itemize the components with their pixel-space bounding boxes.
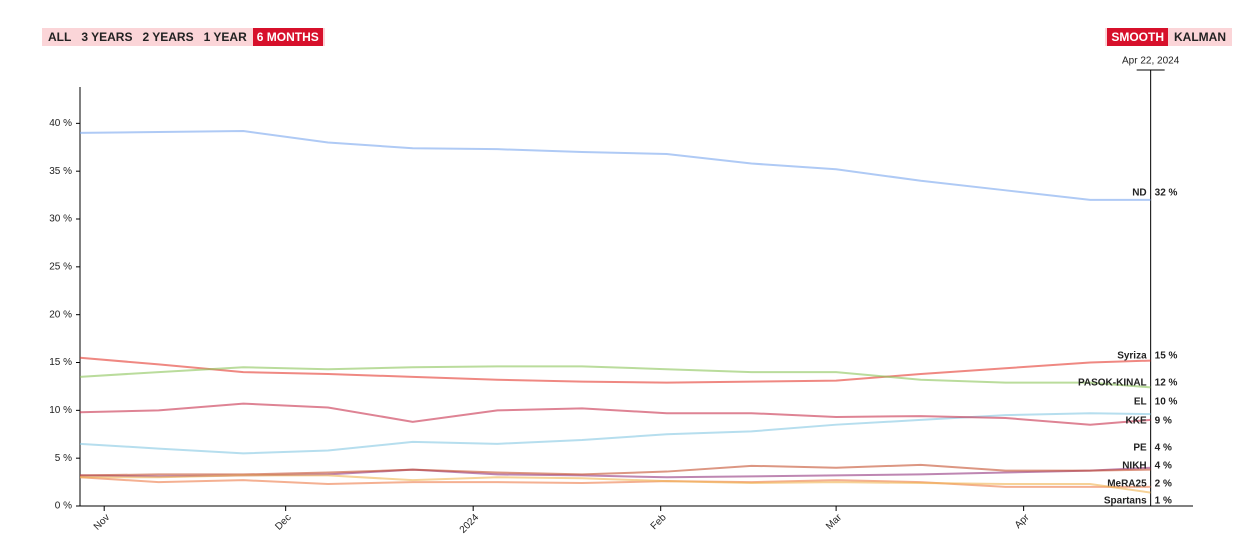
legend-name: NIKH bbox=[1122, 461, 1146, 472]
series-value-label: 9 % bbox=[1155, 416, 1172, 427]
y-tick-label: 25 % bbox=[49, 261, 72, 272]
range-buttons: ALL 3 YEARS 2 YEARS 1 YEAR 6 MONTHS bbox=[42, 28, 325, 46]
series-value-label: 15 % bbox=[1155, 351, 1178, 362]
y-tick-label: 40 % bbox=[49, 118, 72, 129]
series-value-label: 4 % bbox=[1155, 443, 1172, 454]
legend-name: Spartans bbox=[1104, 496, 1147, 507]
y-tick-label: 15 % bbox=[49, 357, 72, 368]
x-tick-label: Dec bbox=[273, 512, 293, 532]
toggle-button[interactable]: 2 YEARS bbox=[142, 30, 194, 44]
legend-name: Syriza bbox=[1117, 351, 1147, 362]
series-value-label: 32 % bbox=[1155, 188, 1178, 199]
cursor-label: Apr 22, 2024 bbox=[1122, 56, 1180, 67]
mode-buttons: SMOOTH KALMAN bbox=[1105, 28, 1232, 46]
toggle-button[interactable]: 1 YEAR bbox=[203, 30, 247, 44]
series-line bbox=[79, 466, 1151, 479]
series-value-label: 2 % bbox=[1155, 479, 1172, 490]
legend-name: PE bbox=[1133, 443, 1147, 454]
toggle-button[interactable]: 3 YEARS bbox=[81, 30, 133, 44]
series-value-label: 1 % bbox=[1155, 496, 1172, 507]
series-line bbox=[79, 412, 1151, 455]
series-line bbox=[79, 130, 1151, 201]
toggle-button[interactable]: 6 MONTHS bbox=[252, 28, 323, 46]
y-tick-label: 30 % bbox=[49, 214, 72, 225]
series-line bbox=[79, 463, 1151, 477]
x-tick-label: Feb bbox=[649, 512, 669, 532]
series-line bbox=[79, 402, 1151, 426]
series-value-label: 4 % bbox=[1155, 461, 1172, 472]
legend-name: PASOK-KINAL bbox=[1078, 378, 1147, 389]
y-tick-label: 20 % bbox=[49, 309, 72, 320]
y-tick-label: 5 % bbox=[55, 453, 72, 464]
x-tick-label: Nov bbox=[92, 512, 112, 532]
toggle-button[interactable]: ALL bbox=[48, 30, 72, 44]
y-tick-label: 35 % bbox=[49, 166, 72, 177]
series-value-label: 12 % bbox=[1155, 378, 1178, 389]
series-value-label: 10 % bbox=[1155, 397, 1178, 408]
toggle-button[interactable]: KALMAN bbox=[1174, 30, 1226, 44]
series-line bbox=[79, 365, 1151, 389]
legend-name: KKE bbox=[1126, 416, 1147, 427]
y-tick-label: 10 % bbox=[49, 405, 72, 416]
x-tick-label: 2024 bbox=[458, 512, 482, 536]
legend-name: EL bbox=[1134, 397, 1147, 408]
x-tick-label: Apr bbox=[1013, 512, 1032, 531]
toggle-button[interactable]: SMOOTH bbox=[1107, 28, 1168, 46]
series-line bbox=[79, 356, 1151, 384]
legend-name: ND bbox=[1132, 188, 1146, 199]
series-line bbox=[80, 474, 1151, 494]
x-tick-label: Mar bbox=[824, 512, 844, 532]
series-line bbox=[79, 476, 1151, 488]
legend-name: MeRA25 bbox=[1107, 479, 1147, 490]
y-tick-label: 0 % bbox=[55, 501, 72, 512]
